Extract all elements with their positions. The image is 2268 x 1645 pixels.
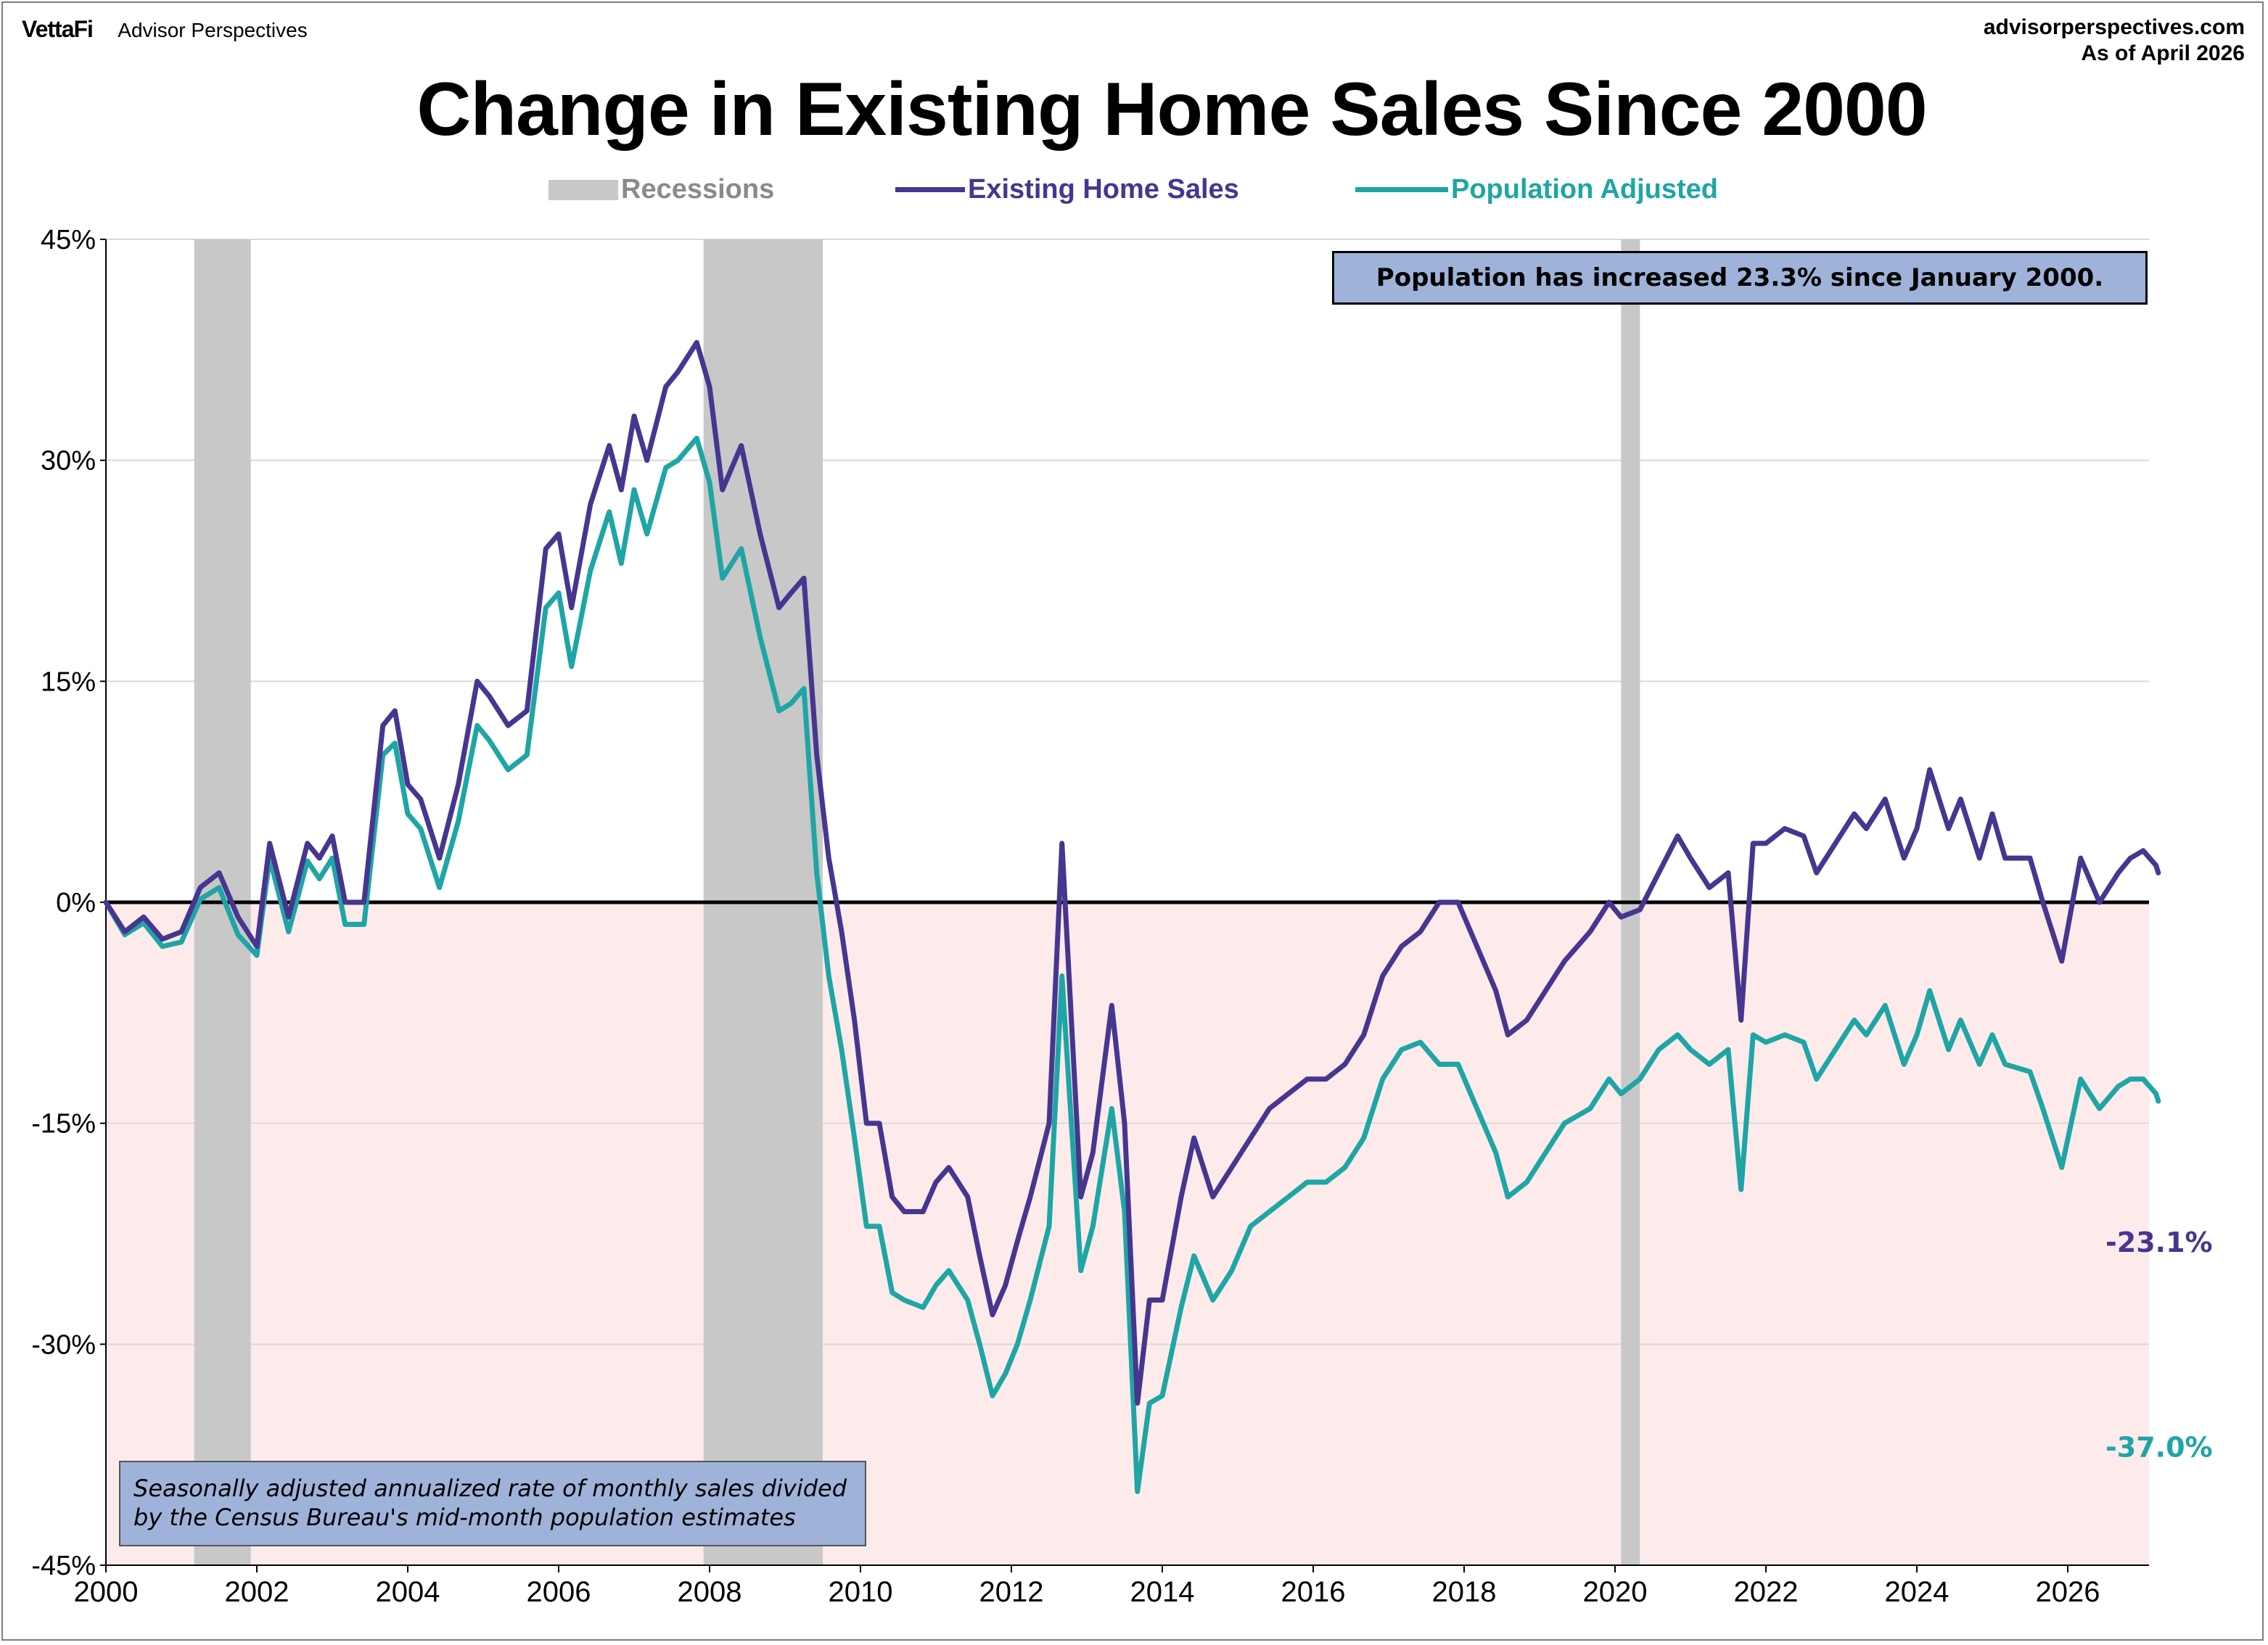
y-tick-label: 0%	[56, 888, 96, 918]
x-tick-label: 2026	[2036, 1576, 2100, 1608]
brand: VettaFi Advisor Perspectives	[22, 16, 308, 43]
x-tick-label: 2008	[678, 1576, 742, 1608]
population-adjusted-line	[103, 435, 2161, 1494]
legend-swatch-population-adjusted	[1355, 187, 1448, 192]
y-tick-label: 15%	[41, 667, 96, 697]
y-tick-label: -15%	[31, 1109, 96, 1139]
footnote-line-2: by the Census Bureau's mid-month populat…	[133, 1504, 796, 1531]
legend-item-existing-home-sales: Existing Home Sales	[895, 174, 1239, 205]
y-tick-label: -30%	[31, 1329, 96, 1360]
brand-subtitle: Advisor Perspectives	[118, 19, 308, 41]
source-block: advisorperspectives.com As of April 2026	[1984, 15, 2245, 67]
vettafi-logo: VettaFi	[22, 16, 94, 42]
legend-label-existing-home-sales: Existing Home Sales	[968, 174, 1239, 205]
existing-home-sales-end-label: -23.1%	[2105, 1226, 2213, 1258]
legend-swatch-existing-home-sales	[895, 187, 965, 192]
x-tick-label: 2014	[1130, 1576, 1195, 1608]
methodology-footnote: Seasonally adjusted annualized rate of m…	[119, 1461, 866, 1546]
legend-label-recessions: Recessions	[621, 174, 775, 205]
x-tick-label: 2000	[74, 1576, 139, 1608]
legend: Recessions Existing Home Sales Populatio…	[0, 174, 2268, 210]
population-note: Population has increased 23.3% since Jan…	[1332, 251, 2148, 305]
x-tick-label: 2006	[527, 1576, 591, 1608]
legend-swatch-recessions	[548, 179, 618, 200]
source-site: advisorperspectives.com	[1983, 15, 2245, 39]
x-tick-label: 2024	[1885, 1576, 1949, 1608]
y-tick-label: 30%	[41, 446, 96, 477]
population-adjusted-end-label: -37.0%	[2105, 1432, 2213, 1464]
footnote-line-1: Seasonally adjusted annualized rate of m…	[133, 1475, 847, 1502]
x-tick-label: 2002	[225, 1576, 289, 1608]
chart-title: Change in Existing Home Sales Since 2000	[416, 67, 1927, 152]
existing-home-sales-line	[103, 339, 2161, 1406]
legend-label-population-adjusted: Population Adjusted	[1451, 174, 1719, 205]
y-tick-label: 45%	[41, 225, 96, 255]
x-tick-label: 2022	[1734, 1576, 1799, 1608]
x-tick-label: 2012	[979, 1576, 1044, 1608]
x-tick-label: 2018	[1432, 1576, 1497, 1608]
x-tick-label: 2010	[829, 1576, 893, 1608]
x-tick-label: 2020	[1583, 1576, 1648, 1608]
x-tick-label: 2016	[1281, 1576, 1346, 1608]
x-tick-label: 2004	[376, 1576, 440, 1608]
legend-item-recessions: Recessions	[548, 174, 774, 205]
as-of-date: As of April 2026	[2081, 41, 2245, 65]
y-tick-label: -45%	[31, 1551, 96, 1581]
legend-item-population-adjusted: Population Adjusted	[1355, 174, 1718, 205]
